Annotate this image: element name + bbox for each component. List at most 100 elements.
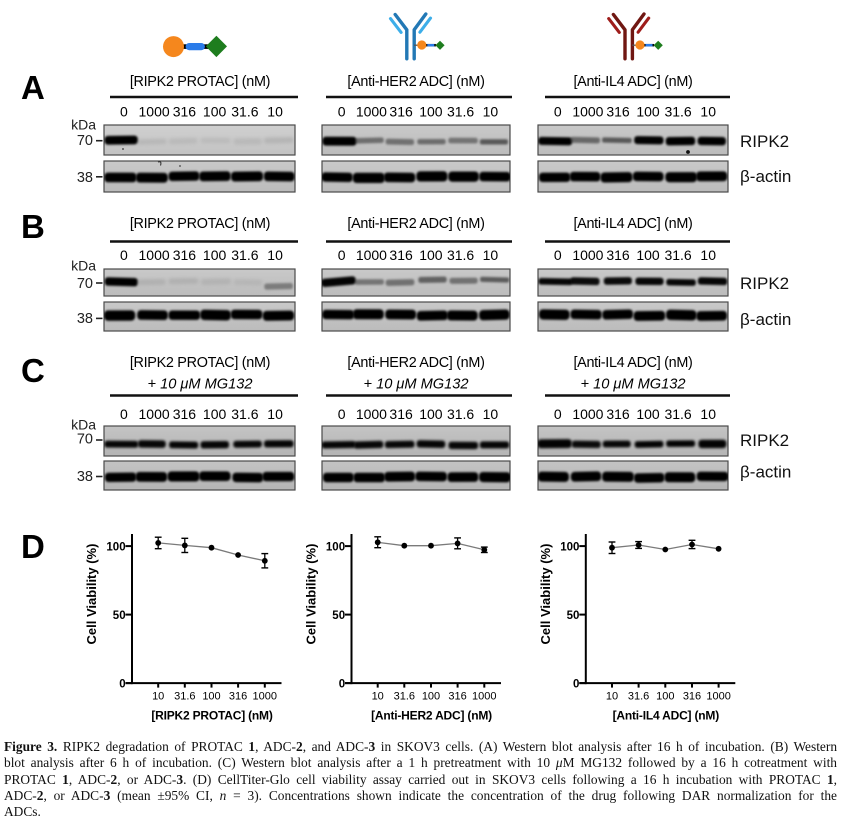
svg-text:RIPK2: RIPK2 — [740, 431, 789, 450]
svg-text:316: 316 — [173, 406, 197, 422]
svg-text:[RIPK2 PROTAC] (nM): [RIPK2 PROTAC] (nM) — [130, 216, 270, 232]
svg-text:70: 70 — [77, 276, 93, 292]
svg-text:1000: 1000 — [356, 247, 387, 263]
svg-text:38: 38 — [77, 469, 93, 485]
svg-text:50: 50 — [332, 610, 345, 622]
svg-text:100: 100 — [422, 691, 440, 703]
svg-text:Cell Viability (%): Cell Viability (%) — [538, 544, 553, 645]
svg-text:[RIPK2 PROTAC] (nM): [RIPK2 PROTAC] (nM) — [151, 709, 273, 723]
svg-text:316: 316 — [389, 406, 413, 422]
svg-text:[Anti-IL4 ADC] (nM): [Anti-IL4 ADC] (nM) — [573, 216, 692, 232]
svg-text:10: 10 — [700, 104, 716, 120]
svg-text:316: 316 — [606, 104, 630, 120]
svg-text:0: 0 — [554, 104, 562, 120]
svg-text:10: 10 — [267, 104, 283, 120]
svg-text:31.6: 31.6 — [231, 406, 258, 422]
svg-text:1000: 1000 — [572, 104, 603, 120]
svg-text:100: 100 — [636, 247, 660, 263]
svg-text:50: 50 — [113, 610, 126, 622]
svg-text:100: 100 — [203, 104, 227, 120]
svg-text:38: 38 — [77, 311, 93, 327]
svg-text:0: 0 — [119, 678, 125, 690]
svg-text:31.6: 31.6 — [174, 691, 195, 703]
svg-text:316: 316 — [229, 691, 247, 703]
svg-text:31.6: 31.6 — [447, 104, 474, 120]
svg-text:β-actin: β-actin — [740, 463, 791, 482]
svg-text:kDa: kDa — [71, 117, 96, 133]
svg-text:0: 0 — [120, 247, 128, 263]
svg-text:1000: 1000 — [356, 406, 387, 422]
svg-text:0: 0 — [120, 406, 128, 422]
svg-text:100: 100 — [419, 406, 443, 422]
svg-text:316: 316 — [683, 691, 701, 703]
svg-text:100: 100 — [419, 104, 443, 120]
svg-text:10: 10 — [700, 247, 716, 263]
svg-text:C: C — [21, 352, 45, 389]
svg-text:RIPK2: RIPK2 — [740, 132, 789, 151]
svg-text:100: 100 — [106, 541, 125, 553]
svg-text:[Anti-IL4 ADC] (nM): [Anti-IL4 ADC] (nM) — [613, 709, 720, 723]
svg-text:31.6: 31.6 — [664, 104, 691, 120]
svg-text:RIPK2: RIPK2 — [740, 274, 789, 293]
svg-text:[RIPK2 PROTAC] (nM): [RIPK2 PROTAC] (nM) — [130, 74, 270, 90]
svg-text:10: 10 — [483, 104, 499, 120]
svg-text:1000: 1000 — [139, 104, 170, 120]
svg-text:10: 10 — [267, 406, 283, 422]
svg-text:[Anti-HER2 ADC] (nM): [Anti-HER2 ADC] (nM) — [347, 216, 484, 232]
svg-text:316: 316 — [173, 104, 197, 120]
svg-text:+ 10 μM MG132: + 10 μM MG132 — [581, 377, 686, 393]
svg-text:31.6: 31.6 — [628, 691, 649, 703]
svg-text:100: 100 — [202, 691, 220, 703]
svg-text:0: 0 — [338, 406, 346, 422]
svg-text:kDa: kDa — [71, 258, 96, 274]
svg-text:31.6: 31.6 — [664, 406, 691, 422]
svg-text:10: 10 — [606, 691, 618, 703]
svg-text:316: 316 — [606, 247, 630, 263]
svg-text:316: 316 — [173, 247, 197, 263]
svg-text:10: 10 — [483, 247, 499, 263]
svg-text:D: D — [21, 528, 45, 565]
svg-text:100: 100 — [636, 104, 660, 120]
svg-text:100: 100 — [203, 247, 227, 263]
svg-text:[RIPK2 PROTAC] (nM): [RIPK2 PROTAC] (nM) — [130, 355, 270, 371]
svg-text:0: 0 — [338, 104, 346, 120]
svg-text:1000: 1000 — [572, 247, 603, 263]
svg-text:10: 10 — [483, 406, 499, 422]
svg-text:31.6: 31.6 — [231, 247, 258, 263]
svg-text:Cell Viability (%): Cell Viability (%) — [84, 544, 99, 645]
svg-text:100: 100 — [560, 541, 579, 553]
svg-text:100: 100 — [326, 541, 345, 553]
svg-text:1000: 1000 — [139, 406, 170, 422]
svg-text:1000: 1000 — [472, 691, 496, 703]
svg-text:[Anti-IL4 ADC] (nM): [Anti-IL4 ADC] (nM) — [573, 74, 692, 90]
svg-text:316: 316 — [448, 691, 466, 703]
svg-text:31.6: 31.6 — [664, 247, 691, 263]
svg-text:[Anti-HER2 ADC] (nM): [Anti-HER2 ADC] (nM) — [371, 709, 492, 723]
svg-text:100: 100 — [419, 247, 443, 263]
svg-text:10: 10 — [372, 691, 384, 703]
svg-text:100: 100 — [636, 406, 660, 422]
svg-text:0: 0 — [120, 104, 128, 120]
svg-text:0: 0 — [339, 678, 345, 690]
svg-text:0: 0 — [554, 247, 562, 263]
svg-text:316: 316 — [389, 247, 413, 263]
svg-text:β-actin: β-actin — [740, 310, 791, 329]
svg-text:316: 316 — [389, 104, 413, 120]
svg-text:10: 10 — [152, 691, 164, 703]
svg-text:[Anti-HER2 ADC] (nM): [Anti-HER2 ADC] (nM) — [347, 355, 484, 371]
svg-text:31.6: 31.6 — [447, 247, 474, 263]
svg-text:38: 38 — [77, 170, 93, 186]
svg-text:31.6: 31.6 — [231, 104, 258, 120]
svg-text:A: A — [21, 69, 45, 106]
svg-text:β-actin: β-actin — [740, 167, 791, 186]
svg-text:[Anti-HER2 ADC] (nM): [Anti-HER2 ADC] (nM) — [347, 74, 484, 90]
svg-text:0: 0 — [554, 406, 562, 422]
svg-text:100: 100 — [656, 691, 674, 703]
svg-text:10: 10 — [267, 247, 283, 263]
svg-text:B: B — [21, 208, 45, 245]
svg-text:1000: 1000 — [253, 691, 277, 703]
svg-text:0: 0 — [338, 247, 346, 263]
svg-text:1000: 1000 — [706, 691, 730, 703]
svg-text:100: 100 — [203, 406, 227, 422]
svg-text:31.6: 31.6 — [394, 691, 415, 703]
